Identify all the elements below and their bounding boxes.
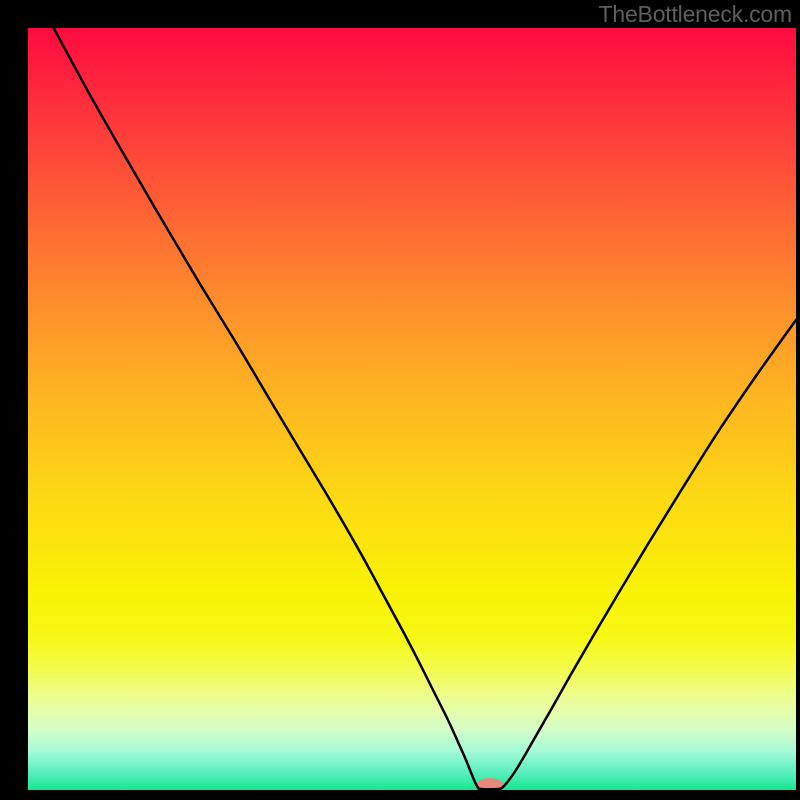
watermark-text: TheBottleneck.com [599,1,792,28]
bottleneck-chart [0,0,800,800]
plot-background [28,28,796,790]
